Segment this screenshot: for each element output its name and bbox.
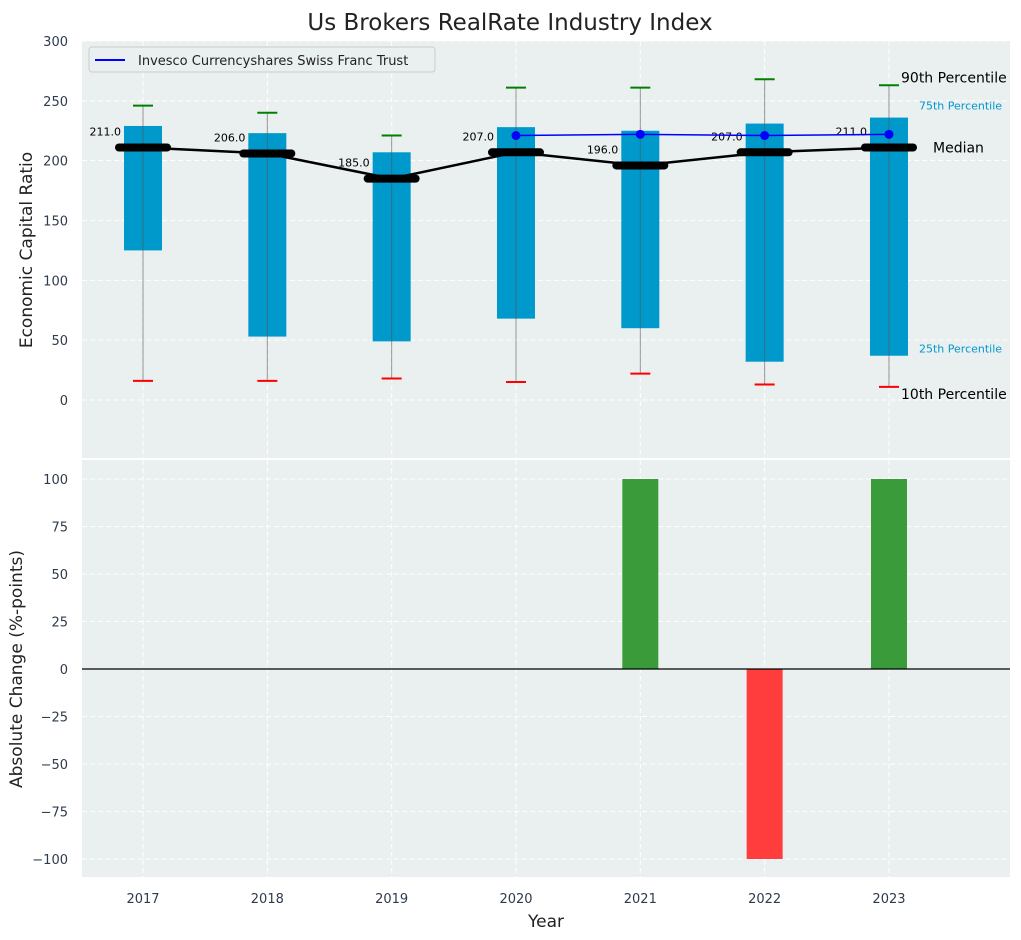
y-tick-label: −75 bbox=[41, 806, 68, 821]
annotation-p90: 90th Percentile bbox=[901, 70, 1007, 86]
series-point-2020 bbox=[511, 131, 521, 141]
change-bar-2021 bbox=[622, 479, 659, 669]
y-tick-label: 100 bbox=[43, 274, 68, 289]
legend-label: Invesco Currencyshares Swiss Franc Trust bbox=[138, 54, 408, 69]
y-tick-label: −25 bbox=[41, 711, 68, 726]
y-tick-label: 100 bbox=[43, 473, 68, 488]
median-label: 196.0 bbox=[587, 143, 619, 156]
x-tick-label: 2018 bbox=[251, 892, 284, 907]
y-tick-label: 150 bbox=[43, 215, 68, 230]
median-label: 185.0 bbox=[338, 157, 370, 170]
median-label: 211.0 bbox=[835, 126, 867, 139]
median-label: 211.0 bbox=[90, 126, 122, 139]
chart-title: Us Brokers RealRate Industry Index bbox=[307, 10, 712, 36]
x-axis-label: Year bbox=[527, 912, 564, 932]
x-tick-label: 2017 bbox=[126, 892, 159, 907]
x-tick-label: 2021 bbox=[624, 892, 657, 907]
annotation-p75: 75th Percentile bbox=[919, 100, 1002, 113]
change-bar-2022 bbox=[746, 669, 783, 859]
series-point-2022 bbox=[760, 131, 770, 141]
median-label: 207.0 bbox=[711, 130, 743, 143]
y-axis-label-bottom: Absolute Change (%-points) bbox=[7, 550, 27, 788]
y-tick-label: 50 bbox=[51, 334, 68, 349]
y-tick-label: 200 bbox=[43, 155, 68, 170]
y-tick-label: 0 bbox=[60, 663, 68, 678]
x-tick-label: 2023 bbox=[872, 892, 905, 907]
annotation-p25: 25th Percentile bbox=[919, 343, 1002, 356]
median-label: 206.0 bbox=[214, 131, 246, 144]
y-tick-label: 250 bbox=[43, 95, 68, 110]
y-tick-label: 50 bbox=[51, 568, 68, 583]
x-tick-label: 2020 bbox=[499, 892, 532, 907]
legend-box bbox=[88, 46, 436, 73]
annotation-median: Median bbox=[933, 141, 984, 157]
series-point-2023 bbox=[884, 129, 894, 139]
y-tick-label: 25 bbox=[51, 616, 68, 631]
y-tick-label: −100 bbox=[32, 853, 68, 868]
x-tick-label: 2022 bbox=[748, 892, 781, 907]
y-axis-label-top: Economic Capital Ratio bbox=[17, 152, 37, 348]
y-tick-label: 0 bbox=[60, 394, 68, 409]
y-tick-label: 300 bbox=[43, 35, 68, 50]
x-tick-label: 2019 bbox=[375, 892, 408, 907]
annotation-p10: 10th Percentile bbox=[901, 387, 1007, 403]
y-tick-label: 75 bbox=[51, 521, 68, 536]
plot-area-top bbox=[82, 41, 1010, 458]
series-point-2021 bbox=[635, 129, 645, 139]
y-tick-label: −50 bbox=[41, 758, 68, 773]
change-bar-2023 bbox=[870, 479, 907, 669]
median-label: 207.0 bbox=[462, 130, 494, 143]
series-line bbox=[515, 133, 889, 137]
